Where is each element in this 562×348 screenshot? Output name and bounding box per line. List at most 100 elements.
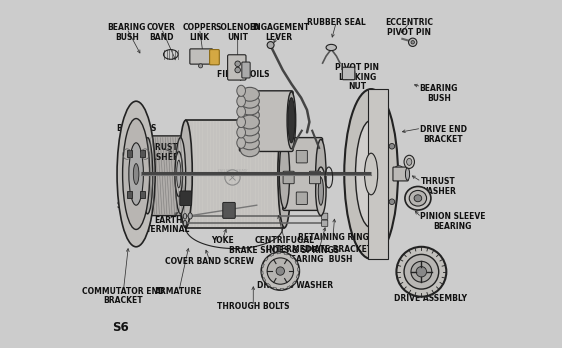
Ellipse shape xyxy=(241,94,259,108)
Text: BRUSH
SPRINGS: BRUSH SPRINGS xyxy=(116,191,155,210)
Ellipse shape xyxy=(117,101,155,247)
Circle shape xyxy=(235,61,241,66)
Text: FIELD COILS: FIELD COILS xyxy=(216,70,269,79)
Ellipse shape xyxy=(142,137,153,214)
Ellipse shape xyxy=(237,117,246,128)
Ellipse shape xyxy=(345,89,398,259)
Text: CENTRIFUGAL
BRAKE SHOES & SPRINGS: CENTRIFUGAL BRAKE SHOES & SPRINGS xyxy=(229,236,339,255)
FancyBboxPatch shape xyxy=(190,49,213,64)
Ellipse shape xyxy=(188,213,192,219)
FancyBboxPatch shape xyxy=(321,220,328,226)
FancyBboxPatch shape xyxy=(296,192,307,205)
FancyBboxPatch shape xyxy=(283,171,294,184)
Wedge shape xyxy=(267,283,270,287)
Ellipse shape xyxy=(241,129,259,143)
FancyBboxPatch shape xyxy=(140,150,146,157)
Circle shape xyxy=(389,143,395,149)
Circle shape xyxy=(396,247,446,297)
FancyBboxPatch shape xyxy=(127,191,133,198)
Ellipse shape xyxy=(409,190,427,206)
Wedge shape xyxy=(284,252,288,255)
FancyBboxPatch shape xyxy=(283,137,323,211)
Text: COPPER
LINK: COPPER LINK xyxy=(182,23,217,42)
Ellipse shape xyxy=(237,85,246,96)
Wedge shape xyxy=(295,261,298,264)
Ellipse shape xyxy=(365,153,378,195)
Ellipse shape xyxy=(356,120,387,228)
Ellipse shape xyxy=(133,164,139,184)
Ellipse shape xyxy=(123,119,149,229)
Ellipse shape xyxy=(279,139,289,209)
Text: ARMATURE: ARMATURE xyxy=(155,287,202,296)
Wedge shape xyxy=(261,271,263,274)
Wedge shape xyxy=(287,286,291,288)
Ellipse shape xyxy=(183,214,187,219)
Text: COVER BAND SCREW: COVER BAND SCREW xyxy=(165,257,255,266)
Circle shape xyxy=(389,199,395,205)
FancyBboxPatch shape xyxy=(228,55,246,80)
Wedge shape xyxy=(277,252,280,254)
Text: SOLENOID
UNIT: SOLENOID UNIT xyxy=(216,23,260,42)
Ellipse shape xyxy=(405,187,431,210)
Text: DRIVE ASSEMBLY: DRIVE ASSEMBLY xyxy=(393,294,466,302)
FancyBboxPatch shape xyxy=(393,167,408,181)
Wedge shape xyxy=(297,268,300,271)
Circle shape xyxy=(276,267,284,275)
Text: YOKE: YOKE xyxy=(211,236,233,245)
Circle shape xyxy=(198,64,203,68)
Circle shape xyxy=(416,267,427,277)
FancyBboxPatch shape xyxy=(368,89,388,259)
Ellipse shape xyxy=(241,136,259,150)
Text: DRIVE END
BRACKET: DRIVE END BRACKET xyxy=(420,126,466,144)
Ellipse shape xyxy=(241,143,259,157)
Circle shape xyxy=(411,261,432,282)
Text: THROUGH BOLTS: THROUGH BOLTS xyxy=(217,302,289,311)
Text: BEARING
BUSH: BEARING BUSH xyxy=(107,23,146,42)
Text: COVER
BAND: COVER BAND xyxy=(147,23,176,42)
FancyBboxPatch shape xyxy=(127,150,133,157)
Circle shape xyxy=(411,41,414,44)
Circle shape xyxy=(267,42,274,48)
Ellipse shape xyxy=(405,168,410,180)
Ellipse shape xyxy=(407,158,412,165)
Ellipse shape xyxy=(316,167,326,216)
Wedge shape xyxy=(280,288,284,290)
Circle shape xyxy=(261,252,300,290)
Ellipse shape xyxy=(129,143,143,205)
Ellipse shape xyxy=(241,115,259,129)
Ellipse shape xyxy=(237,137,246,148)
Wedge shape xyxy=(270,253,274,256)
Text: RUBBER SEAL: RUBBER SEAL xyxy=(307,18,366,27)
Text: THRUST
WASHER: THRUST WASHER xyxy=(420,177,456,196)
FancyBboxPatch shape xyxy=(321,213,328,219)
Ellipse shape xyxy=(179,120,192,228)
FancyBboxPatch shape xyxy=(310,171,320,184)
Text: INTERMEDIATE BRACKET
BEARING  BUSH: INTERMEDIATE BRACKET BEARING BUSH xyxy=(266,245,372,264)
Text: DRIVING WASHER: DRIVING WASHER xyxy=(257,282,333,291)
Wedge shape xyxy=(262,278,266,281)
Ellipse shape xyxy=(241,101,259,115)
Ellipse shape xyxy=(326,44,337,50)
Ellipse shape xyxy=(175,137,185,214)
Wedge shape xyxy=(296,275,299,278)
Text: COMMUTATOR END
BRACKET: COMMUTATOR END BRACKET xyxy=(82,287,165,305)
FancyBboxPatch shape xyxy=(180,191,192,206)
FancyBboxPatch shape xyxy=(146,136,182,216)
Text: THRUST
WASHER: THRUST WASHER xyxy=(143,143,180,161)
Circle shape xyxy=(267,258,293,284)
Ellipse shape xyxy=(241,108,259,122)
Ellipse shape xyxy=(176,160,181,188)
FancyBboxPatch shape xyxy=(296,150,307,163)
Ellipse shape xyxy=(183,220,187,226)
Circle shape xyxy=(394,166,404,175)
Ellipse shape xyxy=(278,120,291,228)
FancyBboxPatch shape xyxy=(223,203,235,218)
Text: ENGAGEMENT
LEVER: ENGAGEMENT LEVER xyxy=(249,23,310,42)
FancyBboxPatch shape xyxy=(185,120,284,228)
Text: PINION SLEEVE
BEARING: PINION SLEEVE BEARING xyxy=(420,212,485,231)
Text: PIVOT PIN
LOCKING
NUT: PIVOT PIN LOCKING NUT xyxy=(336,63,379,92)
Text: S6: S6 xyxy=(112,321,129,334)
Ellipse shape xyxy=(404,155,414,168)
Circle shape xyxy=(235,67,241,73)
Wedge shape xyxy=(265,258,268,261)
